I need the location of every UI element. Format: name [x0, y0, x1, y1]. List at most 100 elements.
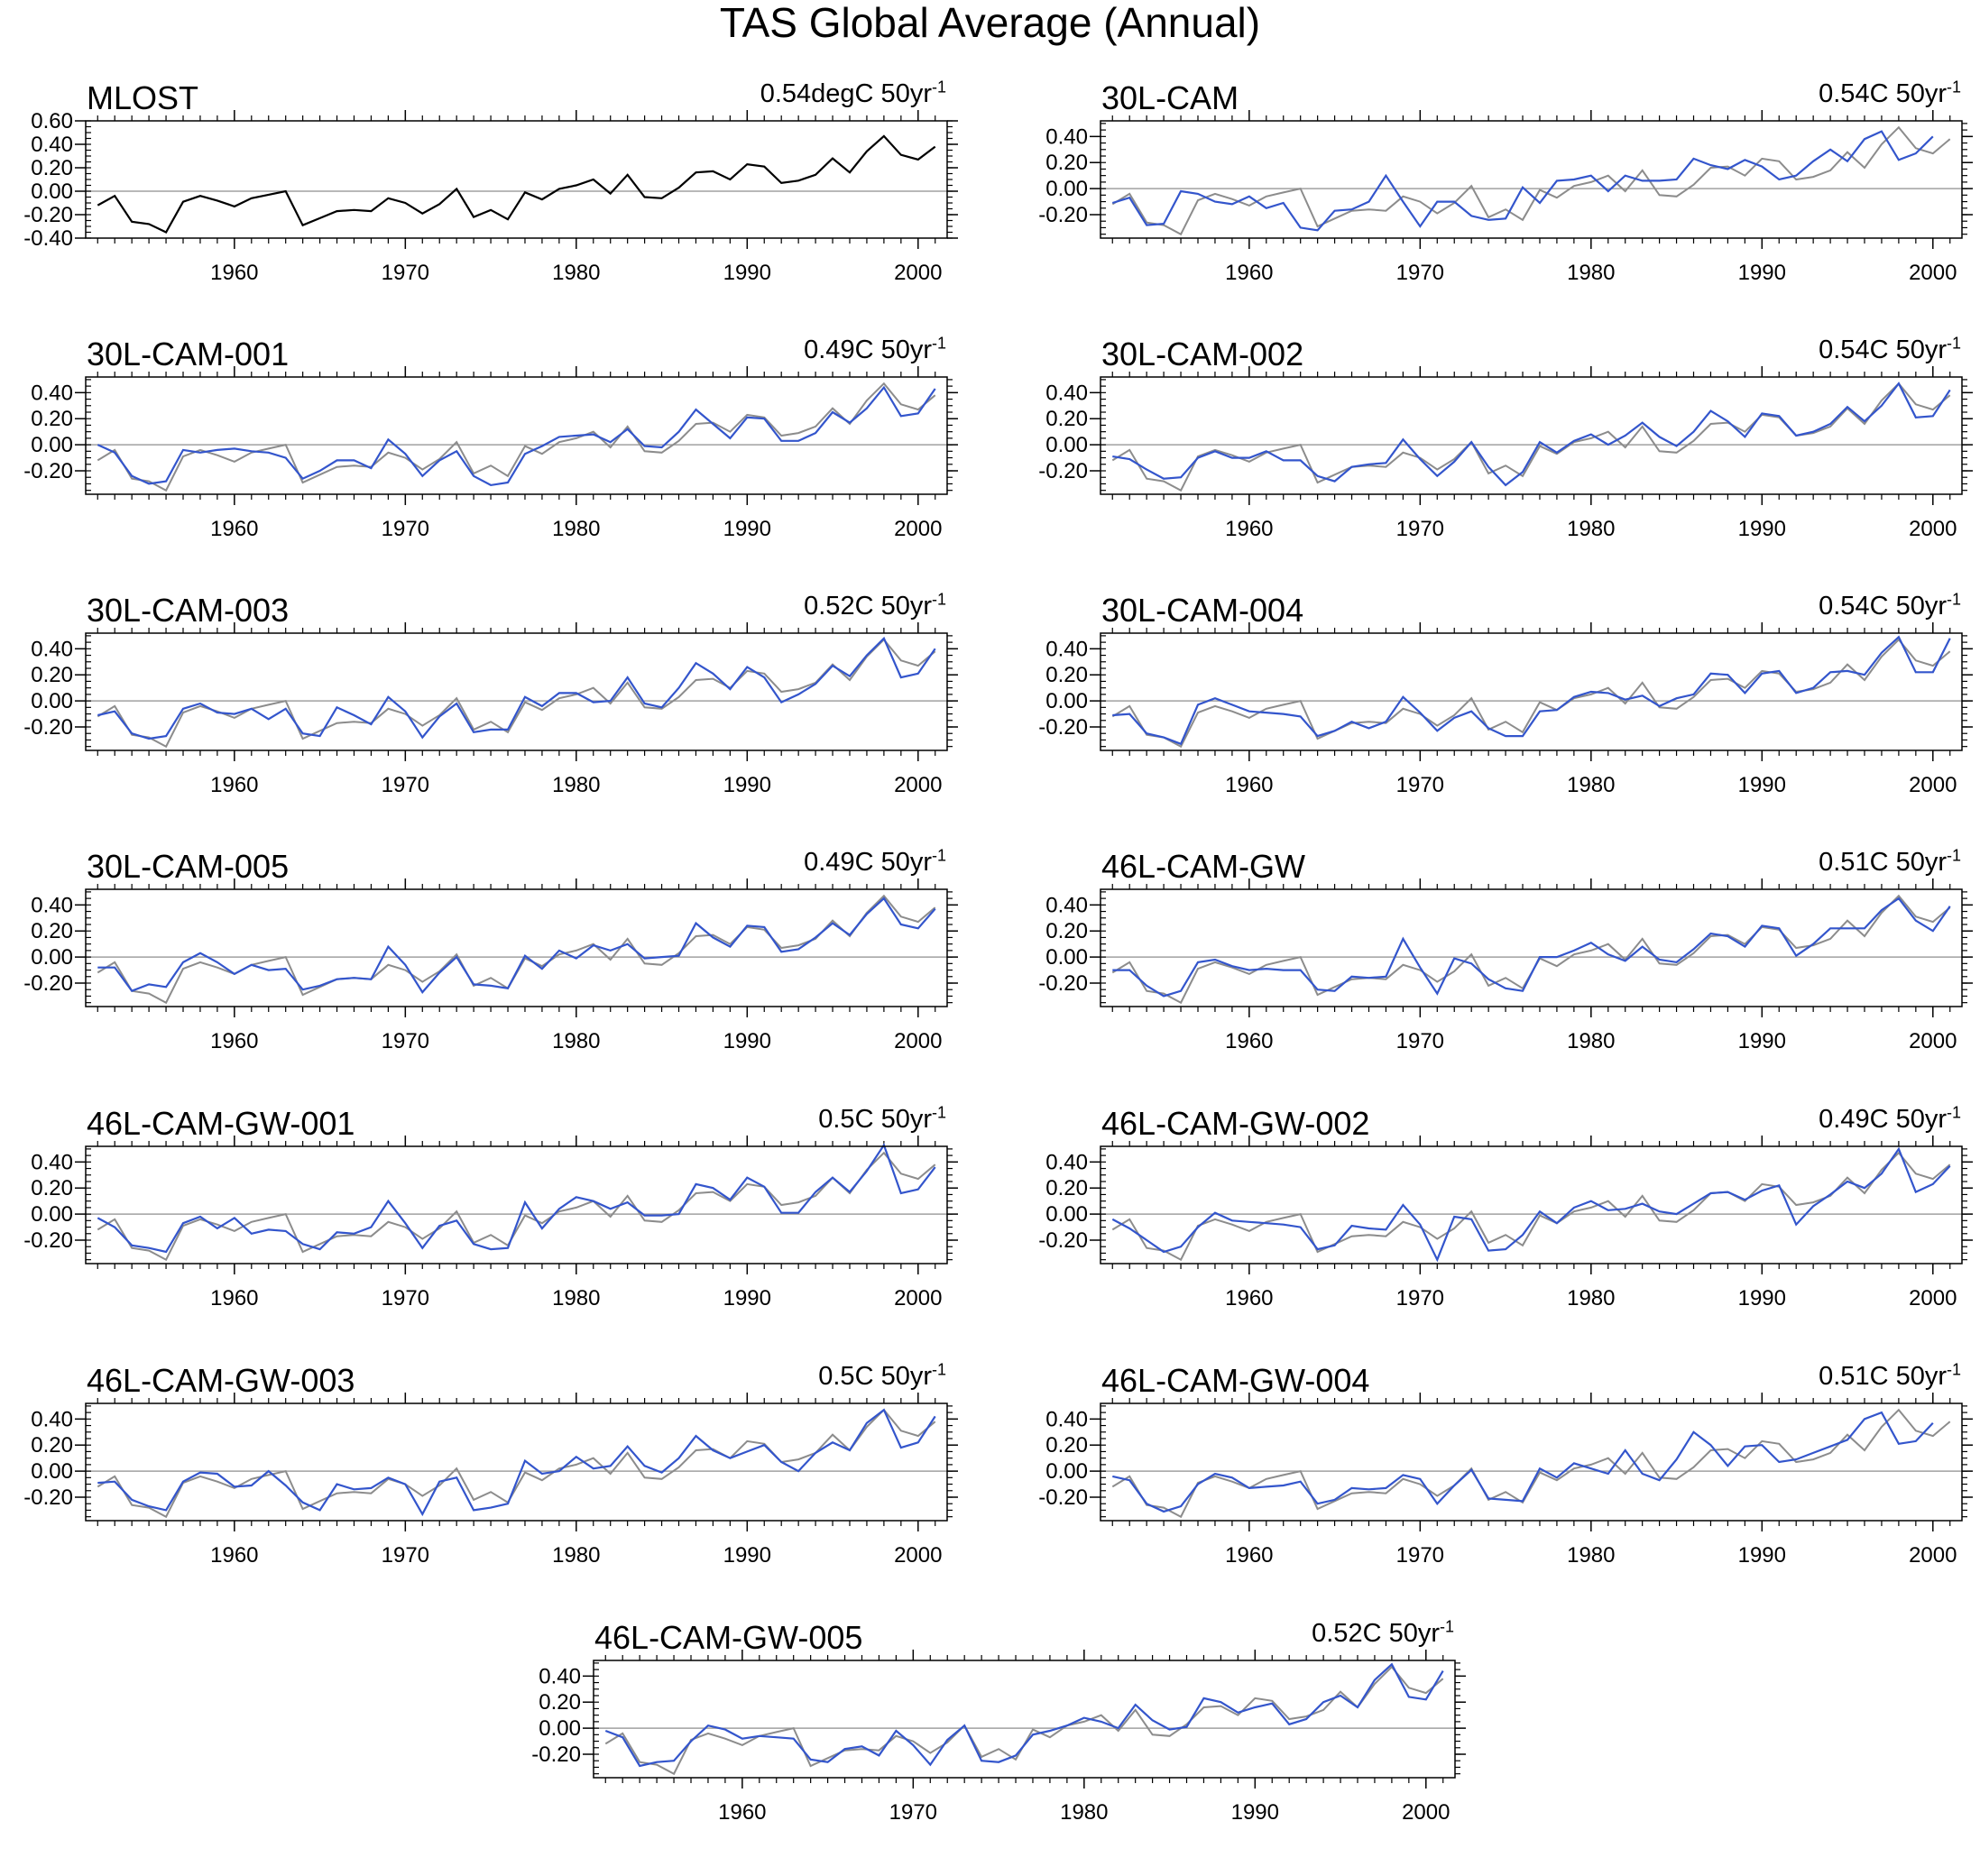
x-tick-label: 1980: [1567, 261, 1615, 285]
plot-svg: 0.400.200.00-0.20 1960 1970 1980 1990 2000: [1038, 622, 1973, 797]
y-tick-label: 0.20: [1045, 407, 1088, 431]
plot-frame: [1100, 1145, 1963, 1264]
x-tick-label: 1960: [1225, 261, 1273, 285]
chart-panel: 30L-CAM-003 0.52C 50yr-1 0.40 0.20 0.00 -0.20…: [0, 591, 1006, 849]
x-tick-label: 1960: [210, 1029, 258, 1053]
x-tick-label: 1970: [382, 517, 429, 541]
x-tick-label: 1990: [1738, 517, 1786, 541]
trend-value: 0.49C 50yr: [804, 848, 932, 877]
plot-frame: [85, 1145, 948, 1264]
chart-panel: 30L-CAM-002 0.54C 50yr-1 0.40 0.20 0.00 -0.20…: [1015, 335, 1980, 593]
trend-value: 0.5C 50yr: [818, 1105, 932, 1134]
x-tick-label: 1970: [1396, 261, 1444, 285]
plot-frame: [85, 376, 948, 495]
x-tick-label: 1960: [1225, 1286, 1273, 1310]
trend-value: 0.52C 50yr: [1312, 1619, 1440, 1648]
y-tick-label: 0.00: [31, 1202, 73, 1227]
x-tick-label: 1990: [1738, 1029, 1786, 1053]
plot-svg: 0.400.200.00-0.20 1960 1970 1980 1990 2000: [23, 1393, 958, 1568]
y-tick-label: 0.40: [1045, 1150, 1088, 1174]
y-tick-label: 0.40: [1045, 637, 1088, 661]
y-tick-label: 0.40: [1045, 381, 1088, 405]
panel-trend-label: 0.54C 50yr-1: [1819, 332, 1961, 368]
y-tick-label: 0.00: [1045, 945, 1088, 970]
series-line-model: [97, 385, 936, 487]
trend-value: 0.5C 50yr: [818, 1362, 932, 1391]
chart-panel: 30L-CAM-004 0.54C 50yr-1 0.40 0.20 0.00 -0.20…: [1015, 590, 1980, 849]
series-line-observed-reference: [1111, 894, 1951, 1005]
y-tick-label: 0.60: [31, 109, 73, 133]
series-line-model: [1111, 130, 1934, 232]
panel-trend-label: 0.54degC 50yr-1: [760, 76, 946, 112]
chart-panel: 46L-CAM-GW-004 0.51C 50yr-1 0.40 0.20 0.00 -0…: [1015, 1361, 1980, 1619]
series-line-model: [604, 1662, 1444, 1768]
chart-panel: 46L-CAM-GW 0.51C 50yr-1 0.40 0.20 0.00 -0.20 1…: [1015, 847, 1980, 1105]
plot-svg: 0.400.200.00-0.20 1960 1970 1980 1990 2000: [23, 1136, 958, 1310]
y-tick-label: 0.00: [1045, 1459, 1088, 1484]
x-tick-label: 1980: [552, 517, 600, 541]
panel-title: 30L-CAM-005: [87, 848, 290, 885]
y-tick-label: 0.40: [31, 133, 73, 157]
y-tick-label: -0.40: [23, 226, 73, 251]
x-tick-label: 1980: [552, 1543, 600, 1568]
x-tick-label: 2000: [1909, 773, 1957, 797]
x-tick-label: 2000: [894, 1029, 942, 1053]
panel-trend-label: 0.52C 50yr-1: [804, 588, 946, 624]
x-tick-label: 2000: [1909, 1286, 1957, 1310]
series-line-observed: [97, 134, 936, 234]
x-tick-label: 1980: [1567, 1543, 1615, 1568]
panel-title: 30L-CAM-002: [1101, 336, 1304, 372]
y-tick-label: 0.20: [31, 663, 73, 687]
series-line-observed-reference: [97, 382, 936, 492]
x-tick-label: 2000: [894, 1286, 942, 1310]
trend-exponent: -1: [1946, 846, 1961, 865]
panel-trend-label: 0.49C 50yr-1: [804, 332, 946, 368]
y-tick-label: 0.20: [1045, 1433, 1088, 1458]
y-tick-label: 0.00: [539, 1716, 581, 1741]
trend-value: 0.52C 50yr: [804, 592, 932, 621]
trend-exponent: -1: [1439, 1617, 1454, 1636]
chart-panel: 46L-CAM-GW-001 0.5C 50yr-1 0.40 0.20 0.00 -0.…: [0, 1104, 1006, 1362]
x-tick-label: 1990: [723, 517, 771, 541]
x-tick-label: 1970: [1396, 1543, 1444, 1568]
y-tick-label: 0.00: [1045, 177, 1088, 201]
series-line-model: [1111, 1146, 1951, 1263]
y-tick-label: -0.20: [1038, 1485, 1088, 1510]
plot-svg: 0.400.200.00-0.20 1960 1970 1980 1990 2000: [23, 366, 958, 541]
x-tick-label: 2000: [894, 517, 942, 541]
panel-title: 46L-CAM-GW-005: [594, 1619, 863, 1656]
y-tick-label: 0.20: [1045, 1176, 1088, 1200]
x-tick-label: 1980: [1567, 1286, 1615, 1310]
y-tick-label: 0.40: [1045, 124, 1088, 149]
y-tick-label: -0.20: [1038, 459, 1088, 483]
y-tick-label: 0.00: [31, 689, 73, 713]
x-tick-label: 1980: [1060, 1800, 1108, 1825]
x-tick-label: 1960: [210, 261, 258, 285]
y-tick-label: -0.20: [531, 1743, 581, 1767]
series-line-model: [1112, 1411, 1934, 1513]
x-tick-label: 1970: [1396, 517, 1444, 541]
x-tick-label: 2000: [894, 773, 942, 797]
series-line-model: [97, 1408, 936, 1517]
y-tick-label: 0.20: [31, 919, 73, 943]
panel-title: 46L-CAM-GW-003: [87, 1362, 355, 1399]
trend-exponent: -1: [931, 334, 946, 353]
x-tick-label: 1970: [1396, 773, 1444, 797]
plot-svg: 0.400.200.00-0.20 1960 1970 1980 1990 2000: [23, 878, 958, 1053]
panel-trend-label: 0.51C 50yr-1: [1819, 844, 1961, 880]
panel-title: 46L-CAM-GW-001: [87, 1105, 355, 1142]
x-tick-label: 1980: [1567, 1029, 1615, 1053]
y-tick-label: 0.00: [1045, 433, 1088, 457]
x-tick-label: 1980: [552, 1029, 600, 1053]
panel-trend-label: 0.52C 50yr-1: [1312, 1615, 1454, 1651]
y-tick-label: 0.00: [31, 945, 73, 970]
y-tick-label: 0.40: [539, 1664, 581, 1688]
chart-panel: 30L-CAM-001 0.49C 50yr-1 0.40 0.20 0.00 -0.20…: [0, 335, 1006, 593]
series-line-model: [1112, 897, 1951, 998]
panel-trend-label: 0.5C 50yr-1: [818, 1101, 946, 1137]
trend-exponent: -1: [1946, 590, 1961, 609]
x-tick-label: 1960: [718, 1800, 766, 1825]
x-tick-label: 2000: [894, 1543, 942, 1568]
plot-svg: 0.400.200.00-0.20 1960 1970 1980 1990 2000: [1038, 366, 1973, 541]
